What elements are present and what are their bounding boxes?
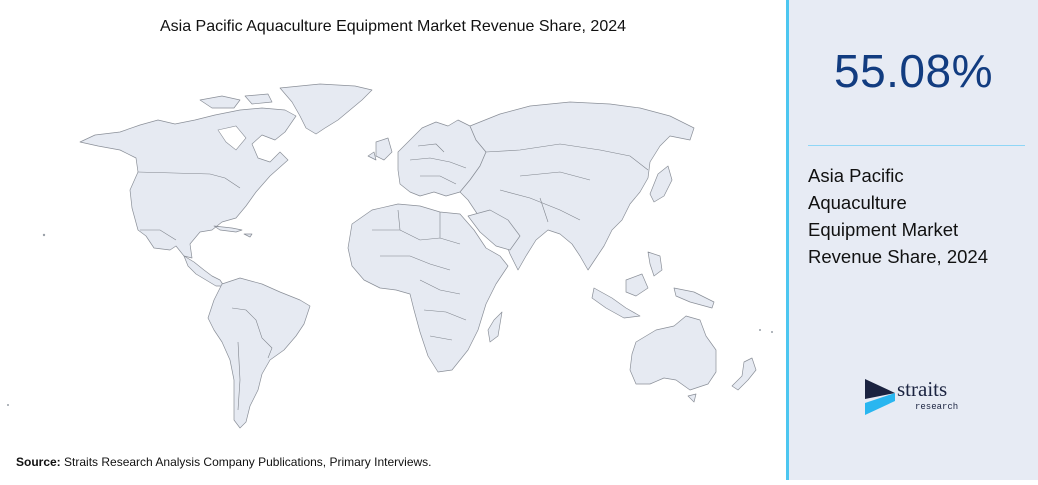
description-line: Revenue Share, 2024	[808, 246, 988, 267]
region-australia	[629, 315, 717, 391]
source-label: Source:	[16, 455, 61, 469]
region-south-america	[207, 277, 311, 429]
stat-panel: 55.08% Asia Pacific Aquaculture Equipmen…	[786, 0, 1038, 480]
region-asia	[459, 101, 695, 271]
world-map	[0, 80, 786, 435]
description-line: Equipment Market	[808, 219, 959, 240]
chart-area: Asia Pacific Aquaculture Equipment Marke…	[0, 18, 786, 469]
panel-divider	[808, 145, 1025, 146]
straits-chevron-logo-icon	[865, 379, 895, 415]
logo-subtitle: research	[915, 402, 959, 412]
share-value: 55.08%	[833, 45, 993, 97]
chart-title: Asia Pacific Aquaculture Equipment Marke…	[159, 18, 627, 35]
description-line: Asia Pacific	[808, 165, 904, 186]
straits-research-logo: straits research	[863, 377, 973, 419]
source-note: Source: Straits Research Analysis Compan…	[16, 455, 432, 469]
region-greenland	[279, 83, 373, 135]
description-line: Aquaculture	[808, 192, 907, 213]
logo-wordmark: straits	[897, 377, 948, 401]
share-description: Asia Pacific Aquaculture Equipment Marke…	[808, 162, 1028, 270]
region-africa	[347, 203, 509, 373]
source-text: Straits Research Analysis Company Public…	[60, 455, 432, 469]
region-north-america	[79, 107, 297, 259]
